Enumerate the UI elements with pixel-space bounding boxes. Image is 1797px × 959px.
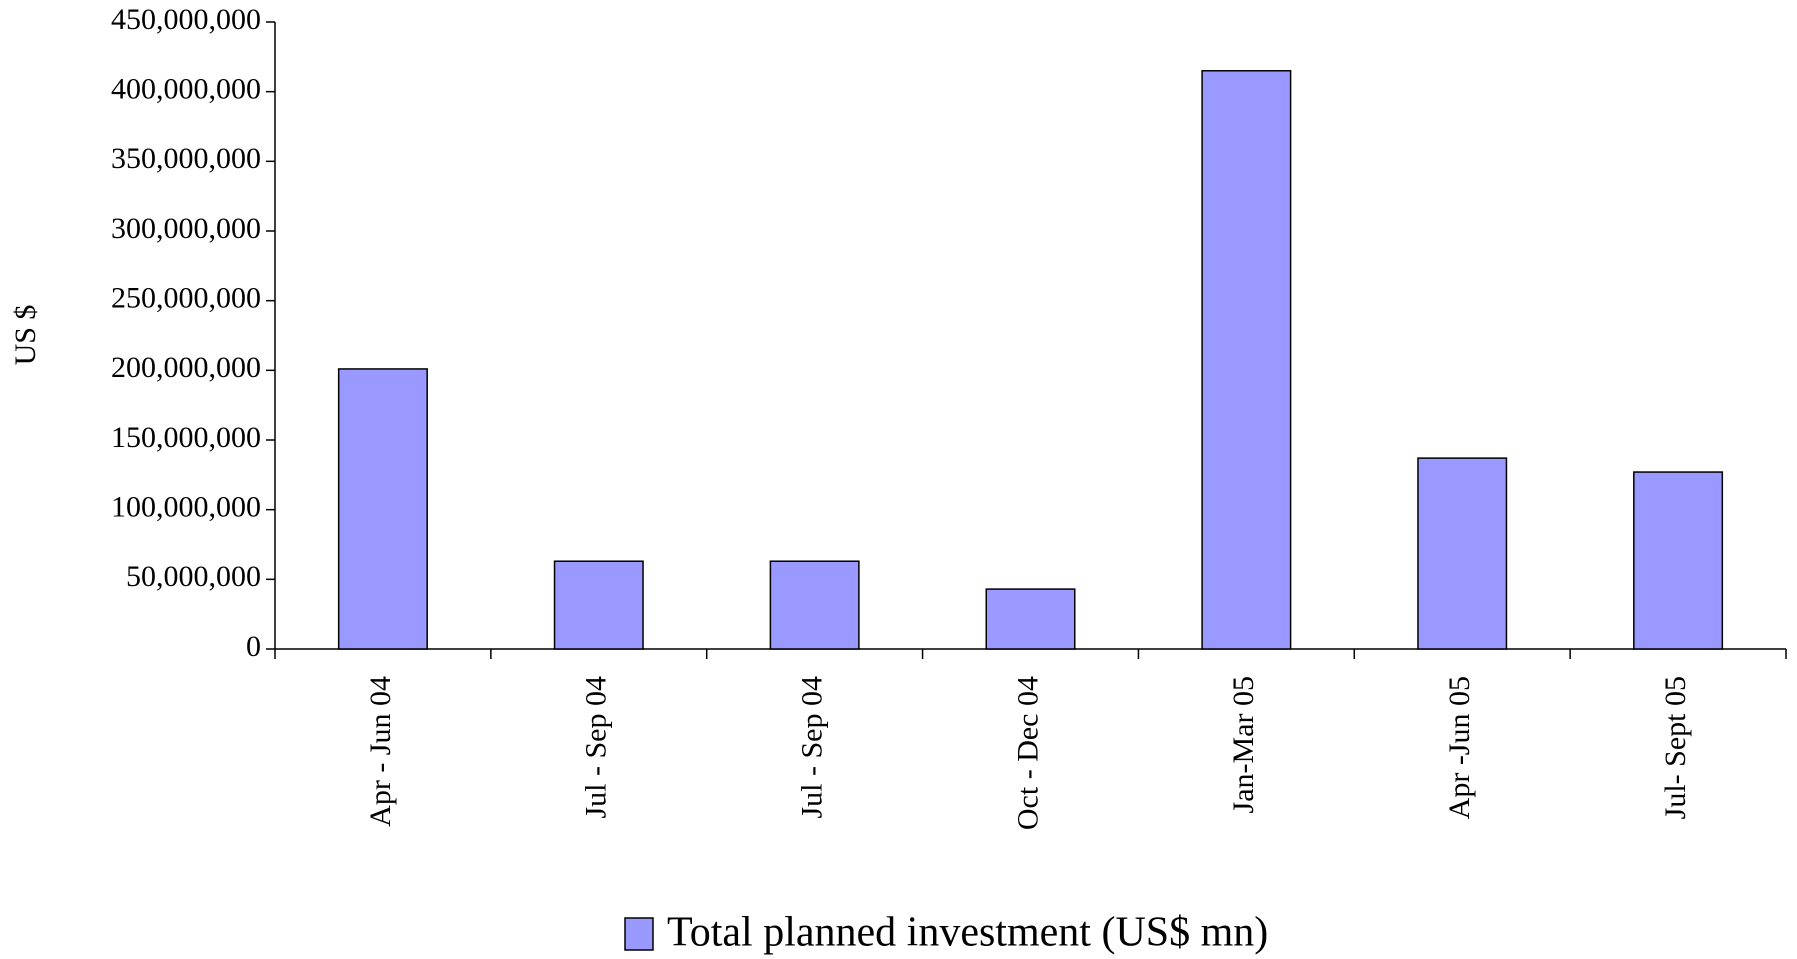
y-axis-label: US $ [9,305,42,366]
y-tick-label: 150,000,000 [111,421,261,454]
x-tick-label: Apr -Jun 05 [1443,676,1476,819]
x-tick-label: Jan-Mar 05 [1227,676,1260,813]
x-tick-label: Jul - Sep 04 [580,676,613,819]
y-tick-label: 250,000,000 [111,282,261,315]
y-tick-label: 400,000,000 [111,73,261,106]
y-tick-label: 50,000,000 [126,560,261,593]
x-tick-label: Apr - Jun 04 [364,676,397,827]
bar [553,560,644,650]
y-tick-label: 450,000,000 [111,3,261,36]
bar [769,560,860,650]
bar [1201,70,1292,650]
y-tick-label: 350,000,000 [111,142,261,175]
bar [1633,471,1724,650]
legend-label: Total planned investment (US$ mn) [667,910,1268,956]
bar [1417,457,1508,650]
y-tick-label: 0 [246,630,261,663]
y-tick-label: 200,000,000 [111,351,261,384]
y-tick-label: 300,000,000 [111,212,261,245]
x-tick-label: Jul- Sept 05 [1659,676,1692,819]
x-tick-label: Jul - Sep 04 [796,676,829,819]
x-tick-label: Oct - Dec 04 [1011,676,1044,830]
y-tick-label: 100,000,000 [111,491,261,524]
bar [337,368,428,650]
legend-swatch [624,917,654,951]
bar [985,588,1076,650]
